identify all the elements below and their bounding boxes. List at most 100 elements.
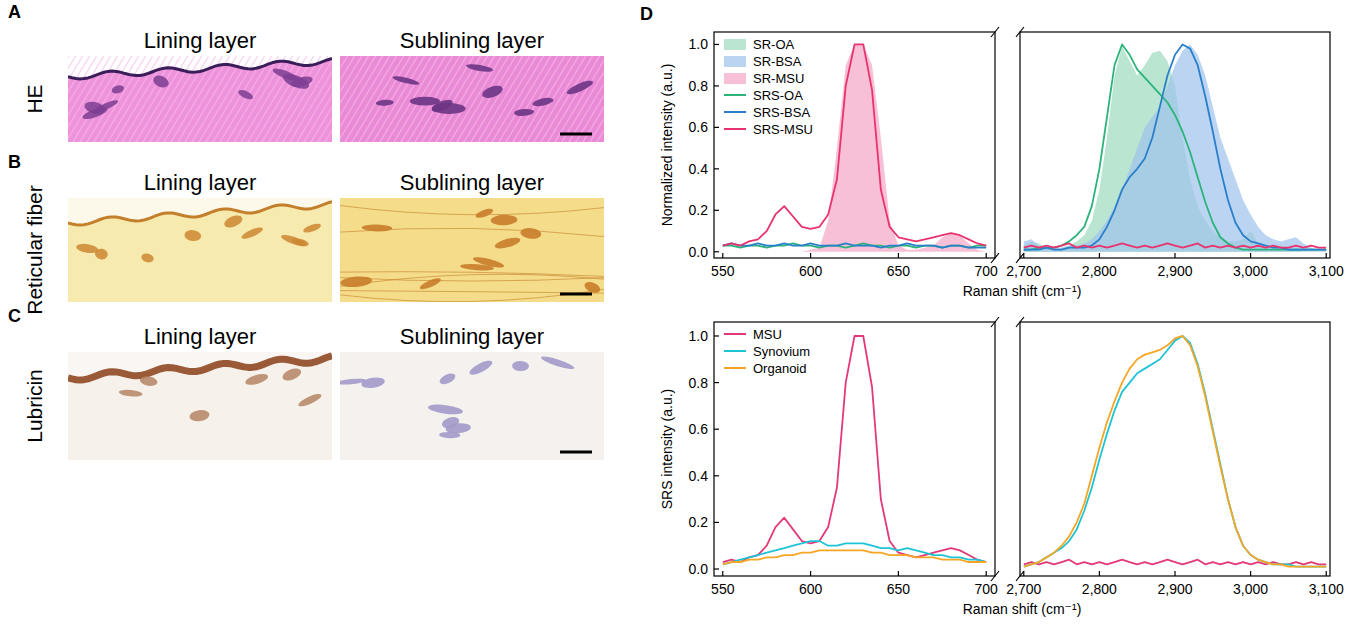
y-tick (714, 251, 719, 252)
x-tick (810, 253, 811, 258)
legend-label: SRS-OA (753, 88, 803, 103)
cell (532, 96, 555, 108)
series-group (1024, 44, 1326, 249)
micrograph (340, 56, 604, 142)
column-title: Lining layer (144, 324, 257, 349)
texture (359, 56, 411, 142)
y-tick (714, 127, 719, 128)
axis-frame (1020, 322, 1330, 576)
x-tick (1174, 253, 1175, 258)
cell (237, 88, 254, 101)
image-ground (340, 198, 604, 302)
legend-swatch (724, 111, 746, 113)
texture (520, 56, 572, 142)
y-tick (714, 382, 719, 383)
series-group (1024, 44, 1326, 251)
x-tick-label: 700 (975, 581, 999, 597)
legend-label: SR-BSA (753, 54, 802, 69)
cell (439, 432, 461, 439)
column-title: Lining layer (144, 28, 257, 53)
legend-swatch (724, 56, 746, 67)
series-group (723, 550, 986, 564)
legend-swatch (724, 333, 746, 335)
line (1024, 44, 1326, 249)
cell (244, 372, 269, 387)
cell (222, 213, 244, 230)
legend-swatch (724, 94, 746, 96)
texture (345, 56, 397, 142)
texture (506, 56, 558, 142)
x-tick-label: 2,800 (1082, 581, 1117, 597)
x-tick-label: 650 (887, 581, 911, 597)
texture (366, 56, 418, 142)
texture (87, 56, 139, 142)
line (1024, 44, 1326, 249)
x-tick (1099, 253, 1100, 258)
series-group (723, 336, 986, 562)
micrograph (340, 352, 604, 460)
texture (192, 56, 244, 142)
texture (276, 56, 328, 142)
legend-label: SR-OA (753, 37, 795, 52)
x-tick-label: 2,900 (1157, 581, 1192, 597)
texture (394, 56, 446, 142)
y-tick (714, 44, 719, 45)
legend: SR-OASR-BSASR-MSUSRS-OASRS-BSASRS-MSU (724, 37, 813, 137)
texture (311, 56, 332, 142)
cell (302, 222, 322, 234)
legend-label: SRS-BSA (753, 105, 810, 120)
cell (512, 361, 529, 371)
cell (111, 84, 125, 95)
x-tick (986, 571, 987, 576)
legend-swatch (724, 128, 746, 130)
x-tick (1250, 571, 1251, 576)
texture (80, 56, 132, 142)
axis-break (1016, 27, 1024, 37)
y-tick-label: 0.8 (689, 375, 709, 391)
texture (269, 56, 321, 142)
line (1024, 336, 1326, 567)
tissue-edge (68, 202, 332, 225)
y-tick-label: 0.2 (689, 202, 709, 218)
micrograph (68, 56, 332, 142)
row-label: Reticular fiber (23, 185, 46, 315)
cell (119, 389, 143, 397)
texture (597, 56, 604, 142)
cell (466, 63, 494, 74)
cell (280, 233, 307, 248)
line (1024, 243, 1326, 247)
axis-break (991, 253, 999, 263)
cell (494, 235, 522, 250)
x-tick-label: 3,100 (1309, 581, 1344, 597)
y-axis-title: SRS intensity (a.u.) (659, 389, 675, 510)
cell (151, 73, 170, 89)
legend-swatch (724, 350, 746, 352)
axis-break (991, 571, 999, 581)
cell (189, 409, 211, 423)
tissue (340, 56, 604, 142)
cell (432, 103, 466, 114)
panel-letter: D (640, 4, 653, 24)
x-tick (810, 571, 811, 576)
cell (281, 366, 303, 383)
axis-frame (714, 32, 995, 258)
micrograph (68, 352, 332, 460)
texture (555, 56, 604, 142)
row-label: HE (23, 84, 46, 113)
x-tick (1174, 571, 1175, 576)
texture (255, 56, 307, 142)
x-tick (1326, 571, 1327, 576)
texture (443, 56, 495, 142)
tissue (68, 202, 332, 302)
y-tick (714, 522, 719, 523)
x-axis-title: Raman shift (cm⁻¹) (963, 283, 1082, 299)
texture (68, 56, 118, 142)
texture (352, 56, 404, 142)
legend-label: Synovium (753, 344, 810, 359)
texture (401, 56, 453, 142)
image-ground (68, 198, 332, 302)
texture (513, 56, 565, 142)
texture (101, 56, 153, 142)
axis-frame (714, 322, 995, 576)
image-ground (340, 56, 604, 142)
